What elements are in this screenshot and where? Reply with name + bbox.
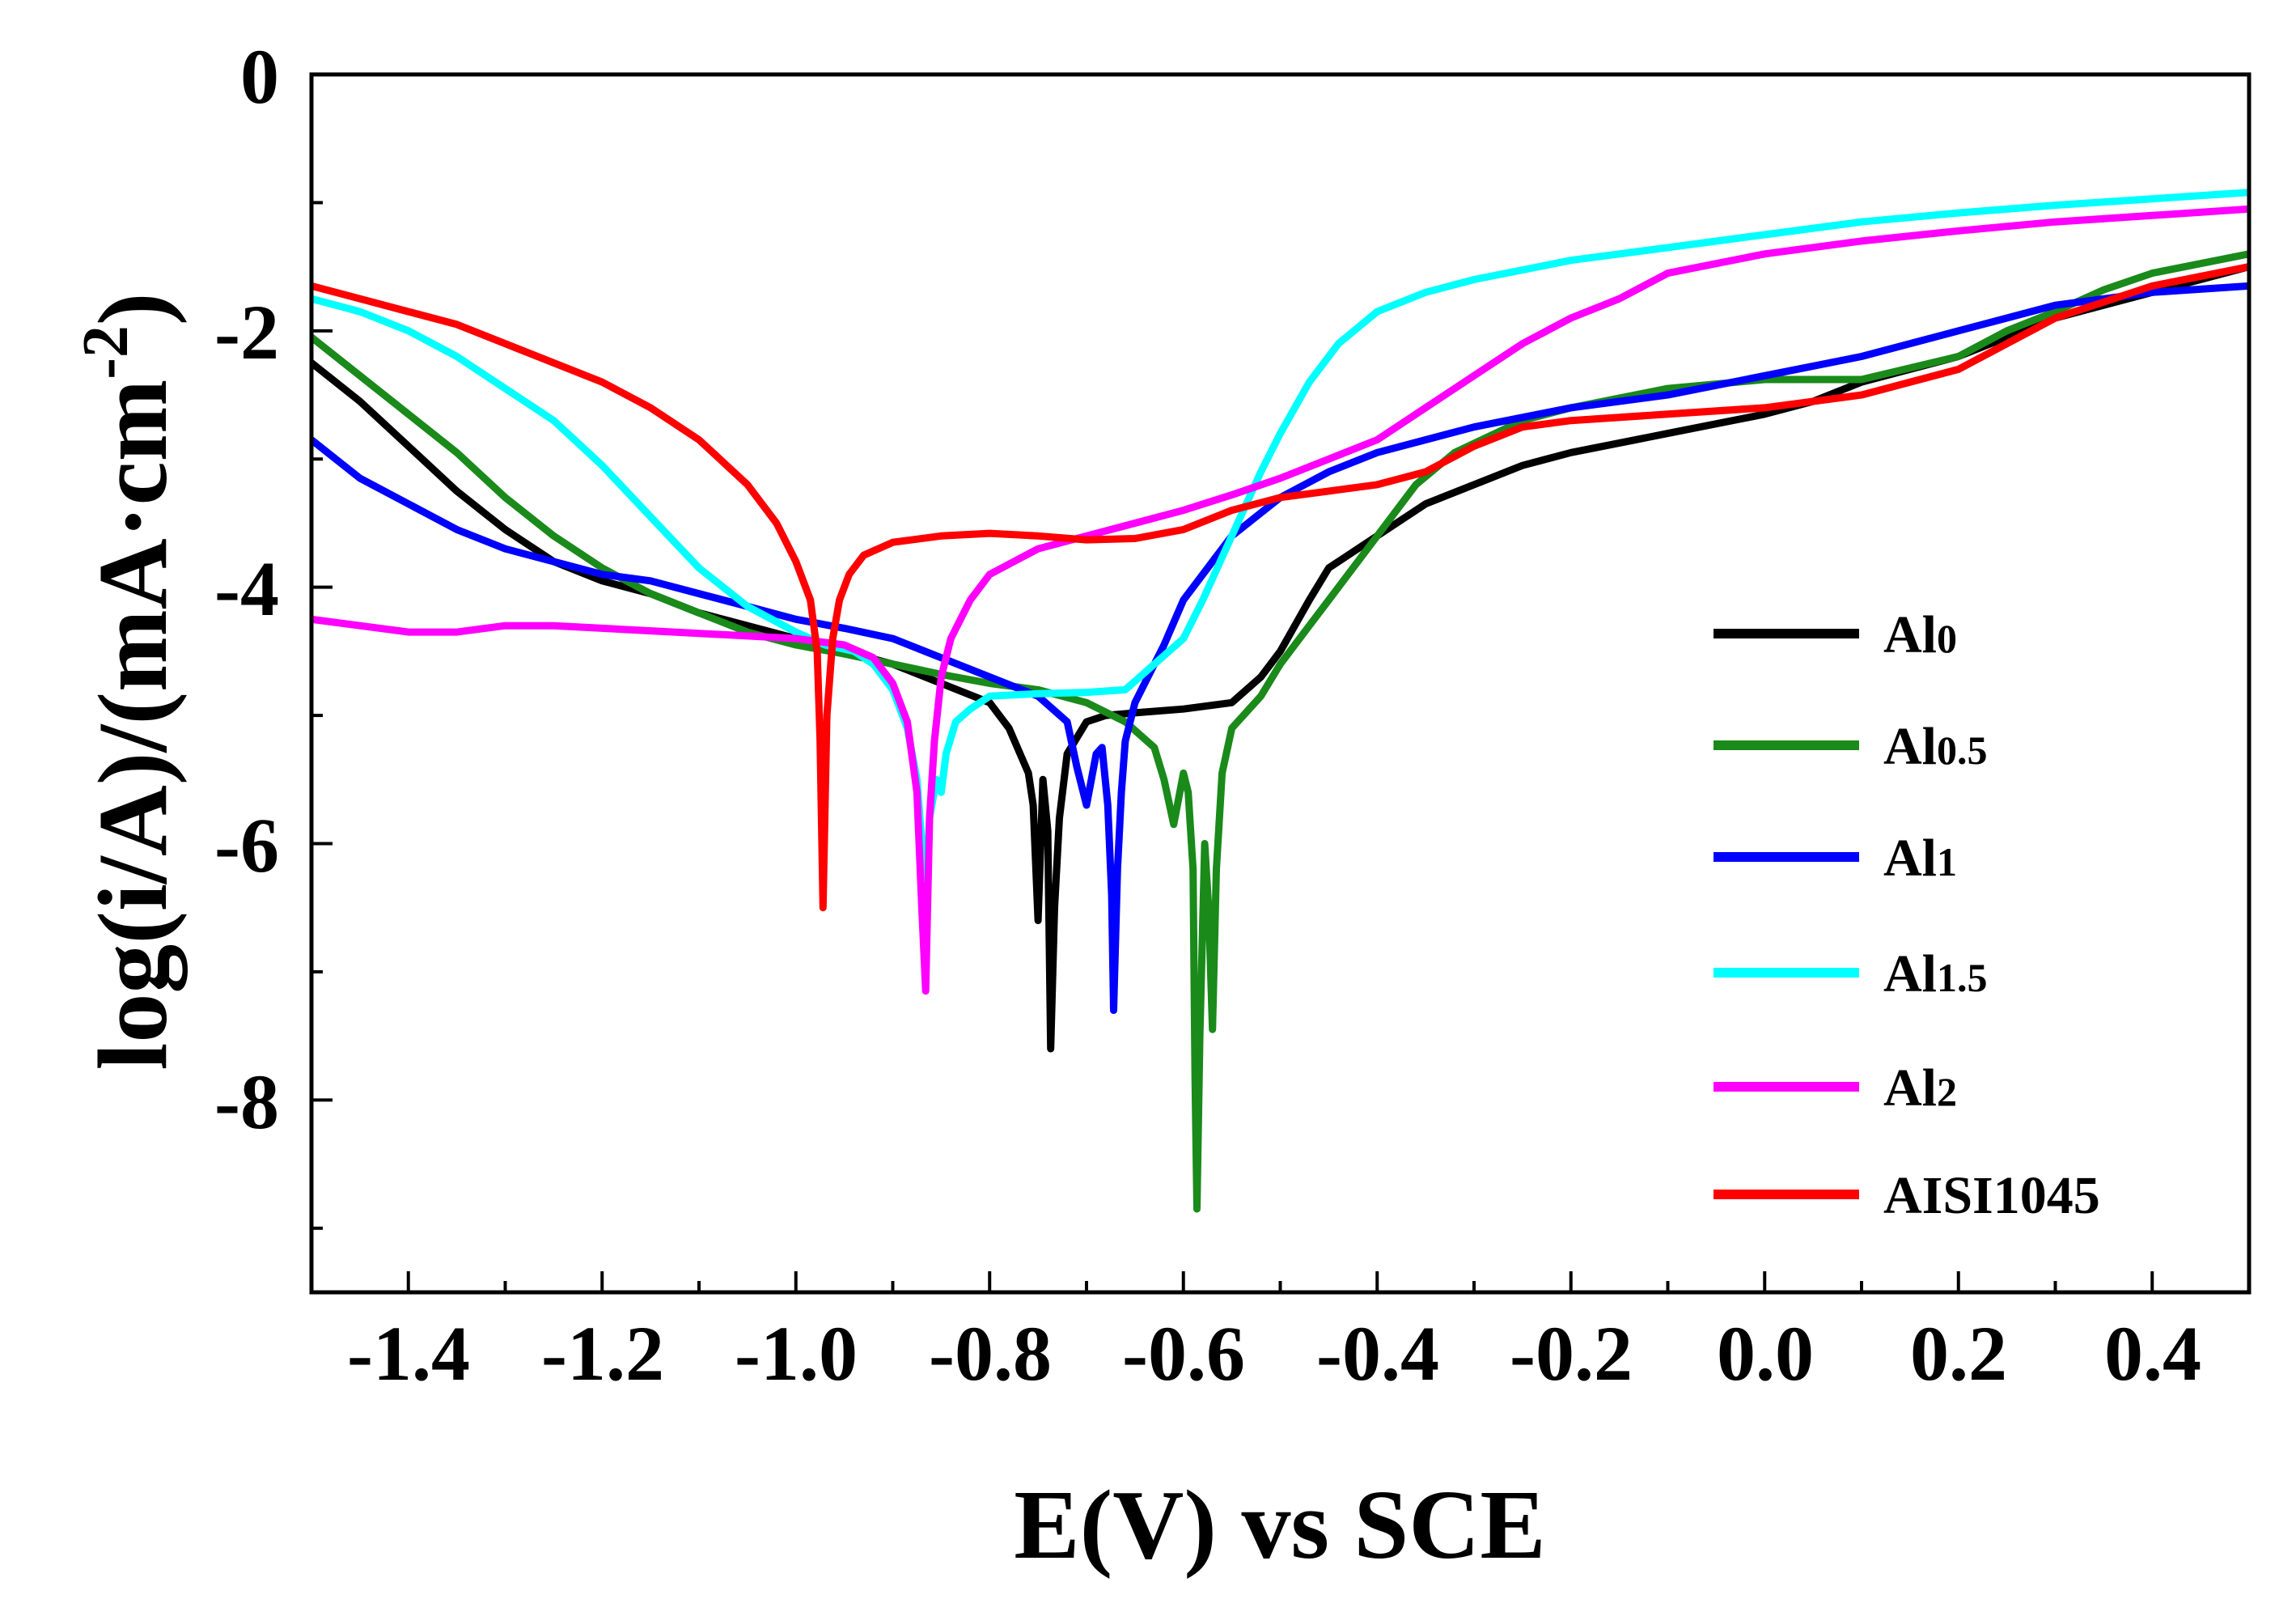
- x-tick-labels: -1.4 -1.2 -1.0 -0.8 -0.6 -0.4 -0.2 0.0 0…: [347, 1310, 2201, 1397]
- x-axis-title: E(V) vs SCE: [1014, 1470, 1546, 1580]
- tick-layer: [310, 73, 2251, 1292]
- y-tick-label: -2: [214, 289, 279, 375]
- x-tick-label: -0.8: [929, 1310, 1052, 1397]
- x-tick-label: 0.0: [1717, 1310, 1814, 1397]
- legend-label-sub: 0: [1937, 616, 1957, 661]
- legend-label: Al1.5: [1883, 944, 1988, 1003]
- legend-label: Al0.5: [1883, 717, 1988, 776]
- legend-label-main: Al: [1883, 605, 1937, 664]
- y-axis-title-close: ): [78, 292, 188, 325]
- y-axis-title-superscript: -2: [70, 325, 142, 380]
- series-line-5: [311, 263, 2249, 912]
- x-tick-label: 0.4: [2104, 1310, 2201, 1397]
- series-line-1: [311, 250, 2249, 1213]
- x-tick-label: -1.0: [735, 1310, 858, 1397]
- y-axis-title: log(i/A)/(mA·cm-2): [70, 292, 188, 1070]
- legend-label-main: Al: [1883, 829, 1937, 888]
- legend-label-sub: 1.5: [1937, 955, 1988, 1000]
- legend-entry: Al0: [1714, 605, 1957, 664]
- series-line-4: [311, 205, 2249, 995]
- x-tick-label: 0.2: [1910, 1310, 2007, 1397]
- legend-entry: Al2: [1714, 1058, 1957, 1118]
- y-tick-label: 0: [240, 33, 279, 120]
- x-tick-label: -0.2: [1510, 1310, 1633, 1397]
- y-tick-label: -6: [214, 802, 279, 889]
- legend-label-main: Al: [1883, 1058, 1937, 1118]
- legend-entry: Al1.5: [1714, 944, 1988, 1003]
- y-tick-labels: 0 -2 -4 -6 -8: [214, 33, 279, 1145]
- legend: Al0 Al0.5 Al1 Al1.5 Al2 AISI1045: [1714, 605, 2100, 1225]
- legend-entry: Al0.5: [1714, 717, 1988, 776]
- legend-label: Al2: [1883, 1058, 1957, 1118]
- series-line-3: [311, 189, 2249, 899]
- series-layer: [311, 189, 2249, 1213]
- legend-label-sub: 1: [1937, 839, 1957, 884]
- x-tick-label: -1.2: [541, 1310, 664, 1397]
- y-tick-label: -4: [214, 545, 279, 632]
- plot-frame: [309, 72, 2252, 1295]
- legend-entry: Al1: [1714, 829, 1957, 888]
- y-axis-title-main: log(i/A)/(mA·cm: [78, 380, 188, 1071]
- x-tick-label: -0.4: [1316, 1310, 1439, 1397]
- series-line-2: [311, 282, 2249, 1014]
- legend-label-main: Al: [1883, 717, 1937, 776]
- legend-label-main: AISI1045: [1883, 1166, 2100, 1225]
- legend-label: Al0: [1883, 605, 1957, 664]
- legend-label-sub: 0.5: [1937, 727, 1988, 773]
- legend-label-sub: 2: [1937, 1069, 1957, 1114]
- legend-label: AISI1045: [1883, 1166, 2100, 1225]
- legend-entry: AISI1045: [1714, 1166, 2100, 1225]
- legend-label: Al1: [1883, 829, 1957, 888]
- legend-label-main: Al: [1883, 944, 1937, 1003]
- x-tick-label: -0.6: [1122, 1310, 1245, 1397]
- x-tick-label: -1.4: [347, 1310, 470, 1397]
- y-tick-label: -8: [214, 1058, 279, 1145]
